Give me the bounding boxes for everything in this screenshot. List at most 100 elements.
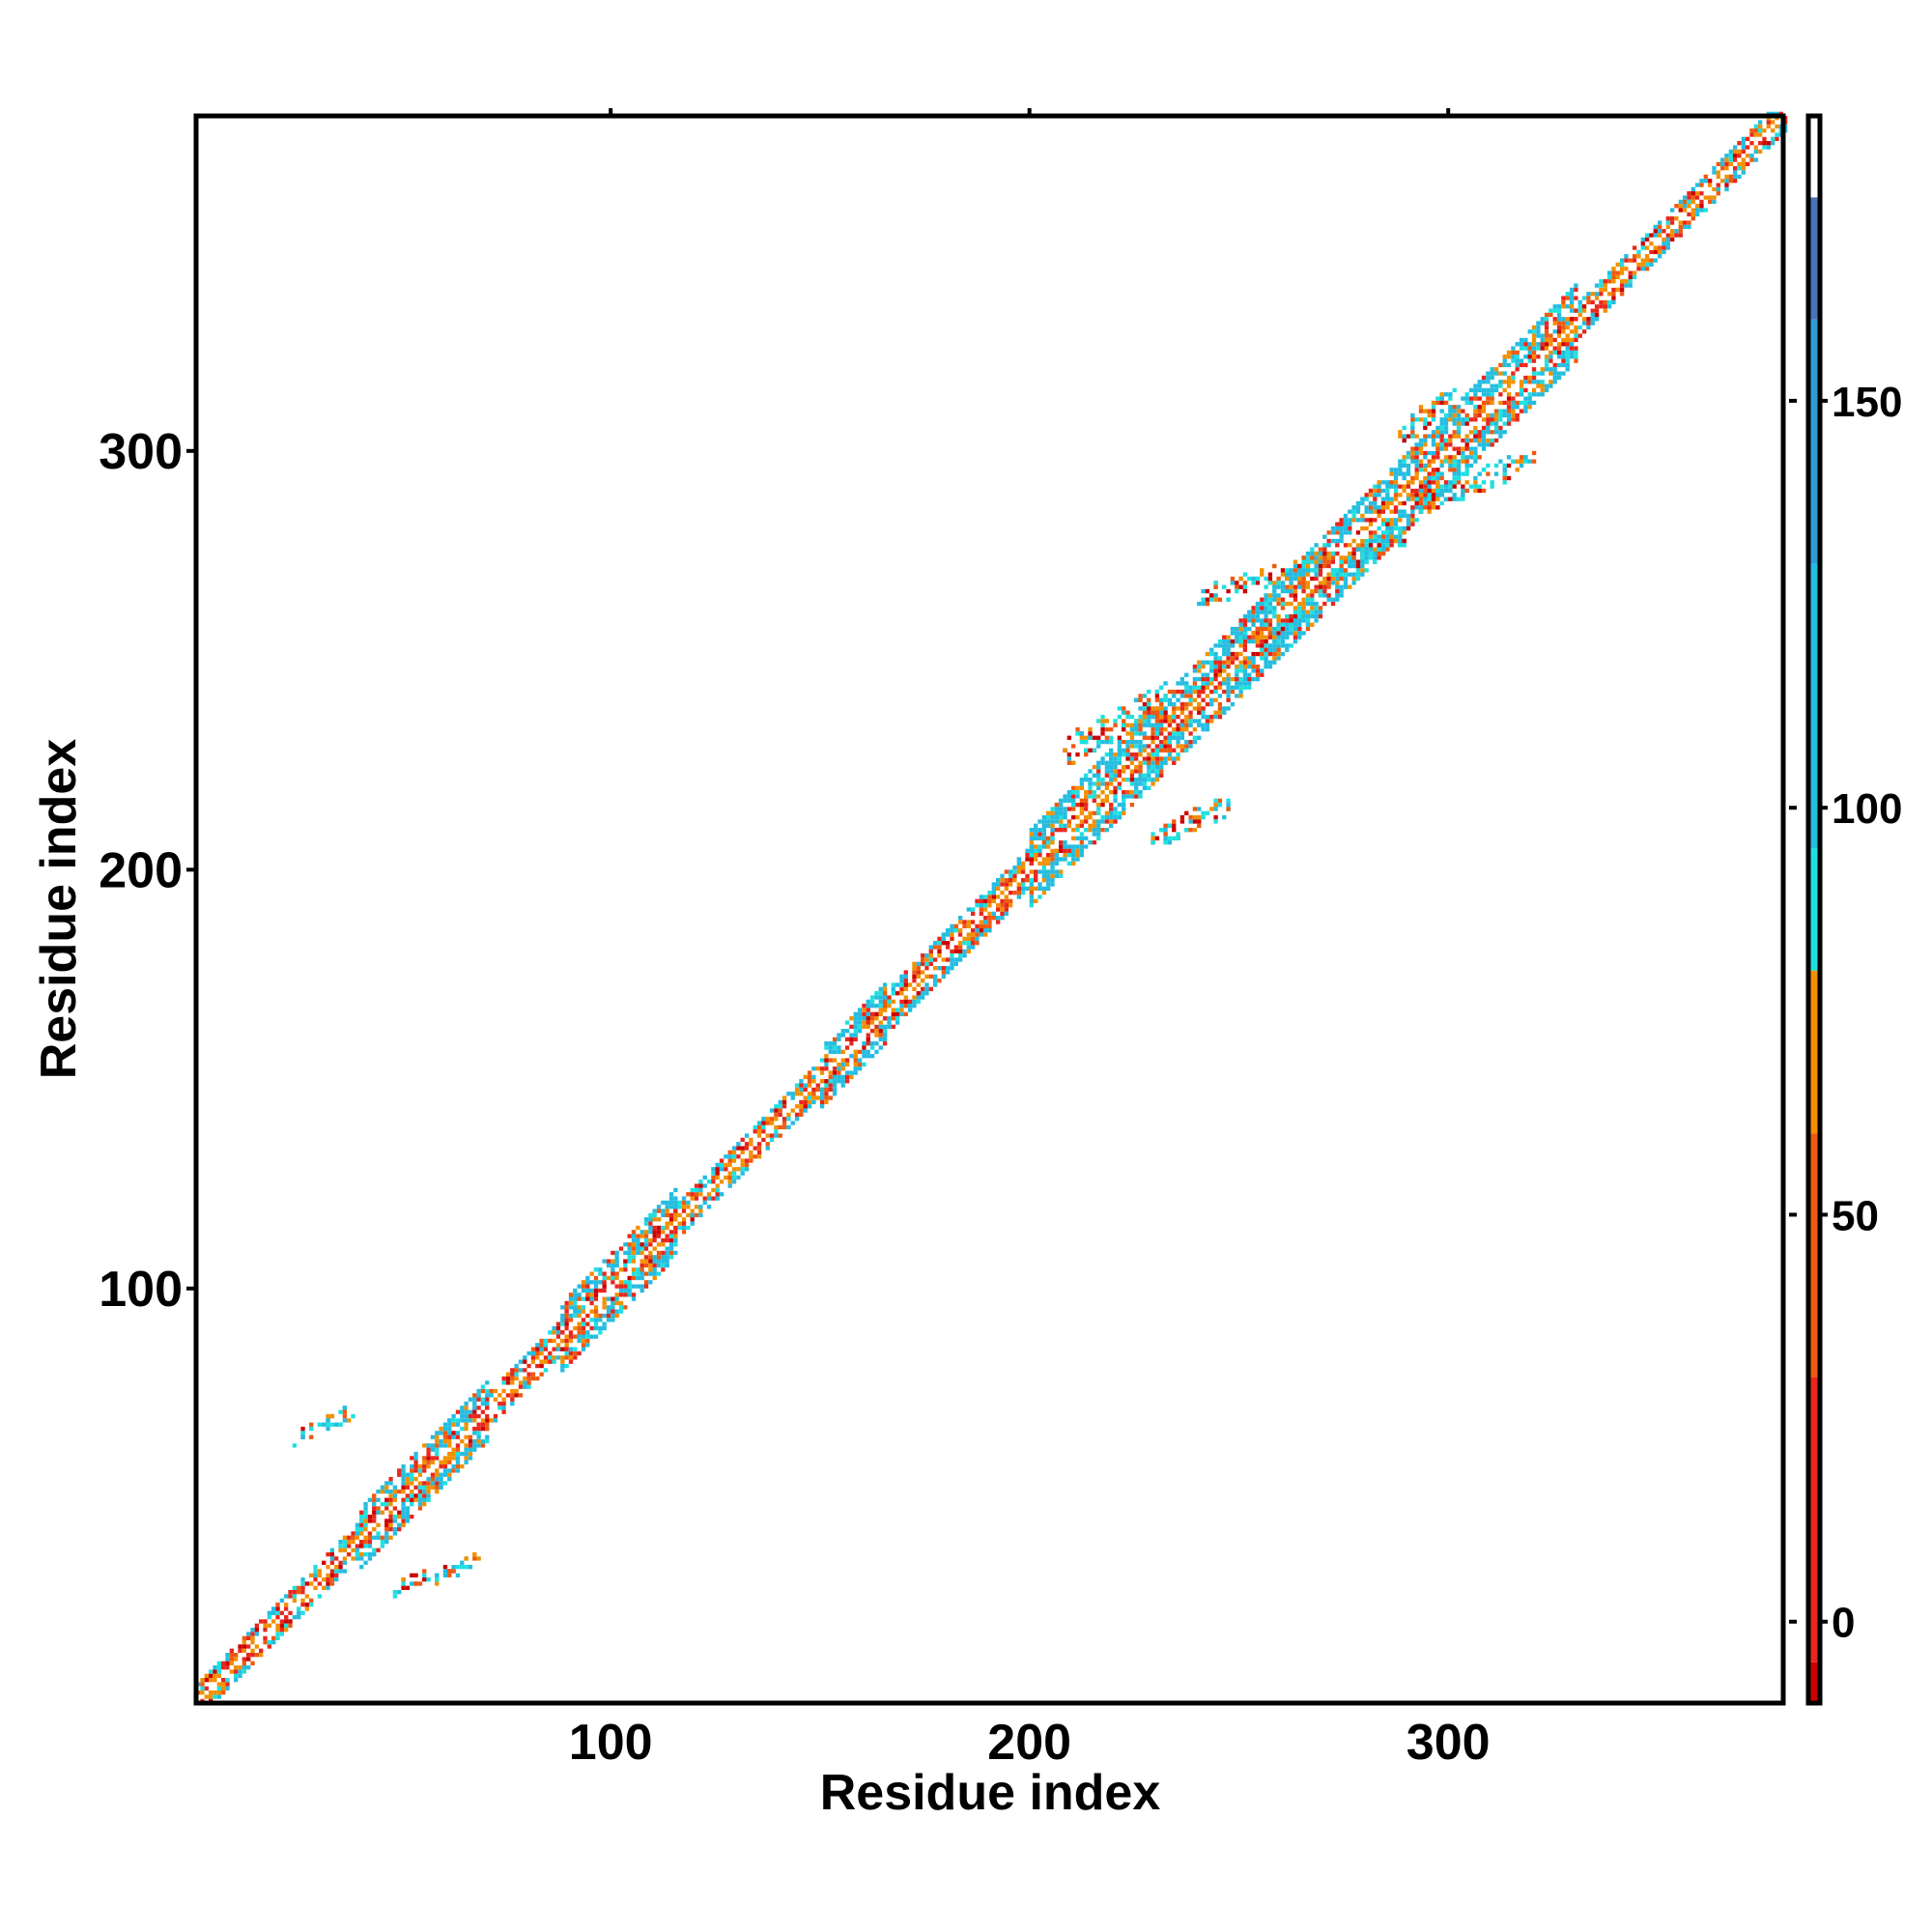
heat-cell [451,1435,456,1439]
heat-cell [1322,563,1327,569]
heat-cell [464,1431,469,1435]
heat-cell [1423,497,1428,501]
heat-cell [1092,823,1097,828]
heat-cell [1226,664,1231,669]
heat-cell [526,1350,531,1356]
heat-cell [1125,748,1130,753]
heat-cell [920,974,925,980]
heat-cell [284,1614,289,1620]
heat-cell [564,1347,569,1351]
heat-cell [1264,593,1268,598]
heat-cell [1477,396,1482,401]
heat-cell [1037,857,1042,862]
heat-cell [1122,810,1126,815]
heat-cell [1088,769,1093,774]
heat-cell [1385,518,1390,523]
heat-cell [1280,601,1286,607]
contact-cell [1197,823,1202,828]
heat-cell [824,1083,829,1088]
heat-cell [869,1016,875,1021]
heat-cell [1364,505,1369,510]
heat-cell [284,1623,289,1628]
contact-cell [1084,748,1089,753]
heat-cell [234,1669,239,1674]
heat-cell [1556,362,1562,368]
heat-cell [1490,442,1494,447]
heat-cell [790,1121,795,1125]
heat-cell [1154,735,1160,740]
contact-cell [1368,551,1374,556]
heat-cell [740,1154,745,1159]
heat-cell [799,1083,804,1088]
heat-cell [585,1309,590,1314]
heat-cell [1606,292,1612,297]
heat-cell [1486,380,1491,384]
heat-cell [1184,689,1189,695]
heat-cell [1753,149,1758,155]
heat-cell [1590,317,1595,322]
contact-cell [1142,694,1148,698]
heat-cell [581,1305,586,1310]
heat-cell [786,1092,791,1096]
heat-cell [1084,810,1089,815]
heat-cell [996,886,1001,891]
heat-cell [799,1104,804,1109]
contact-cell [1122,719,1126,724]
contact-cell [1172,823,1177,828]
heat-cell [1544,329,1549,334]
heat-cell [1301,588,1306,594]
heat-cell [1473,409,1478,413]
heat-cell [912,1004,917,1009]
heat-cell [410,1485,414,1490]
heat-cell [794,1117,800,1122]
heat-cell [1603,287,1607,293]
heat-cell [1176,726,1180,732]
heat-cell [435,1472,440,1477]
heat-cell [1167,714,1173,720]
contact-cell [1088,735,1093,740]
heat-cell [1330,597,1336,602]
heat-cell [480,1413,486,1419]
heat-cell [1665,233,1670,238]
heat-cell [1004,903,1009,908]
heat-cell [828,1083,833,1088]
heat-cell [1154,731,1160,736]
heat-cell [979,920,983,924]
heat-cell [727,1167,732,1172]
contact-cell [1138,714,1143,720]
heat-cell [585,1334,590,1339]
heat-cell [1753,128,1758,133]
heat-cell [254,1652,260,1658]
heat-cell [300,1585,305,1590]
heat-cell [1217,656,1223,661]
heat-cell [1473,405,1478,410]
heat-cell [1473,384,1478,388]
heat-cell [426,1493,431,1498]
heat-cell [372,1510,377,1515]
heat-cell [1059,814,1064,820]
heat-cell [1377,555,1381,560]
heat-cell [447,1468,452,1473]
heat-cell [1561,304,1566,309]
heat-cell [405,1514,411,1520]
heat-cell [950,961,954,967]
heat-cell [577,1334,582,1339]
heat-cell [1611,274,1616,280]
heat-cell [1682,220,1688,225]
heat-cell [1154,723,1160,727]
heat-cell [422,1497,427,1502]
heat-cell [1519,342,1524,347]
heat-cell [1464,392,1469,397]
contact-cell [1280,568,1286,573]
heat-cell [648,1230,653,1235]
heat-cell [568,1313,574,1319]
contact-cell [1519,459,1524,464]
heat-cell [1486,396,1491,401]
contact-cell [1515,459,1520,464]
heat-cell [756,1121,762,1125]
heat-cell [786,1117,791,1122]
heat-cell [1063,814,1067,820]
contact-cell [1301,568,1306,573]
heat-cell [1125,789,1130,795]
heat-cell [1230,689,1236,695]
